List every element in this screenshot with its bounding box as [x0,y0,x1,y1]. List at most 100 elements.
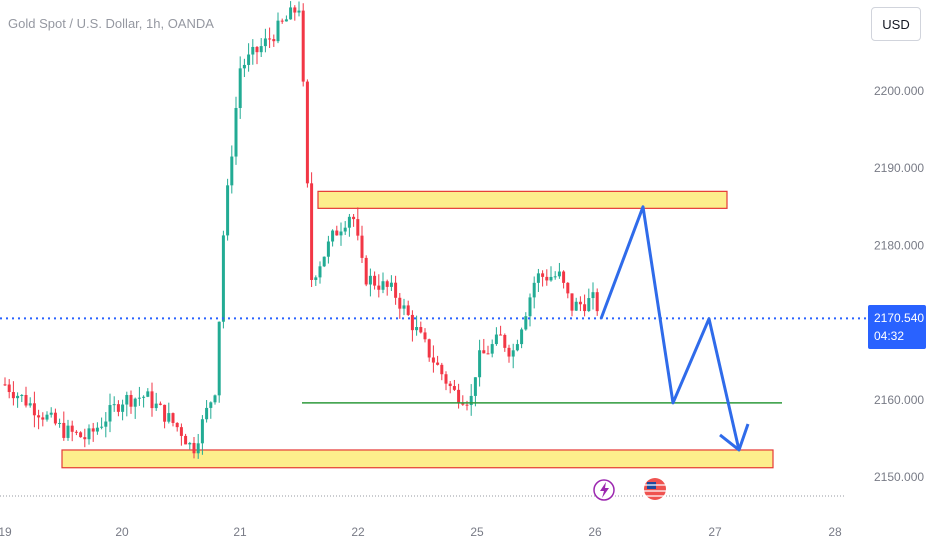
candle-down [570,293,574,311]
candle-up [230,156,234,186]
candle-up [331,230,335,242]
candle-down [377,285,381,290]
candle-up [314,277,318,280]
candle-up [133,398,137,407]
currency-button[interactable]: USD [871,7,921,41]
candle-up [188,442,192,445]
candle-down [79,432,83,438]
candle-down [356,219,360,236]
candle-up [326,241,330,257]
demand-zone[interactable] [61,449,774,469]
candle-down [7,384,11,393]
candle-up [389,282,393,287]
candle-up [587,298,591,312]
candle-up [217,321,221,396]
candle-up [549,276,553,281]
candle-up [251,46,255,55]
candle-up [524,316,528,330]
candle-up [574,301,578,311]
candle-up [238,68,242,108]
x-tick-label: 26 [588,525,602,539]
candle-down [310,183,314,280]
candle-up [276,20,280,42]
candle-down [583,304,587,312]
candle-down [507,347,511,357]
x-tick-label: 25 [470,525,484,539]
last-price-value: 2170.540 [874,311,925,325]
candle-down [566,282,570,294]
candle-up [108,405,112,422]
candle-down [444,374,448,384]
candle-up [16,395,20,399]
candle-down [83,437,87,440]
last-price-label: 2170.540 04:32 [868,305,926,349]
candle-down [184,435,188,445]
chart-title: Gold Spot / U.S. Dollar, 1h, OANDA [8,16,214,31]
candle-up [381,281,385,290]
candle-down [465,404,469,406]
candle-up [528,297,532,317]
candle-up [347,216,351,228]
candle-down [385,281,389,287]
x-tick-label: 21 [233,525,247,539]
candle-down [352,216,356,220]
candle-up [58,422,62,424]
candle-down [373,275,377,286]
candle-down [545,276,549,281]
candle-down [305,81,309,184]
resistance-zone[interactable] [317,190,728,209]
candle-up [104,421,108,427]
candle-down [116,404,120,412]
candle-down [562,271,566,283]
candle-down [301,10,305,82]
candle-up [297,10,301,13]
x-tick-label: 22 [351,525,365,539]
candle-down [175,422,179,428]
candle-down [3,384,7,386]
candle-down [440,364,444,375]
candle-up [121,404,125,412]
candle-down [448,383,452,387]
x-tick-label: 27 [708,525,722,539]
candle-up [209,402,213,408]
candle-down [427,339,431,358]
candle-up [167,413,171,422]
candle-down [410,314,414,331]
candle-up [469,395,473,406]
candle-down [578,301,582,305]
candle-up [125,394,129,405]
candle-down [74,431,78,433]
x-tick-label: 19 [0,525,12,539]
candle-down [503,334,507,348]
candle-up [200,419,204,444]
candle-down [255,46,259,53]
candle-up [28,403,32,406]
candle-down [398,297,402,309]
candle-up [213,395,217,403]
candle-up [318,266,322,278]
candle-up [343,227,347,232]
candle-up [322,256,326,267]
candle-down [158,403,162,405]
candle-up [289,7,293,20]
candle-up [154,403,158,409]
candle-up [478,350,482,378]
candle-down [482,350,486,354]
candle-down [272,39,276,42]
candle-up [242,64,246,69]
candle-up [66,425,70,438]
candle-down [129,394,133,407]
y-tick-label: 2160.000 [874,393,924,407]
candle-down [406,305,410,315]
bar-countdown: 04:32 [874,329,905,343]
candle-down [452,386,456,390]
candle-up [553,276,557,278]
candle-up [263,38,267,47]
candle-up [536,273,540,283]
candle-down [24,394,28,406]
candle-down [163,404,167,422]
candle-up [100,426,104,428]
candle-down [431,357,435,363]
projection-path[interactable] [599,205,741,451]
